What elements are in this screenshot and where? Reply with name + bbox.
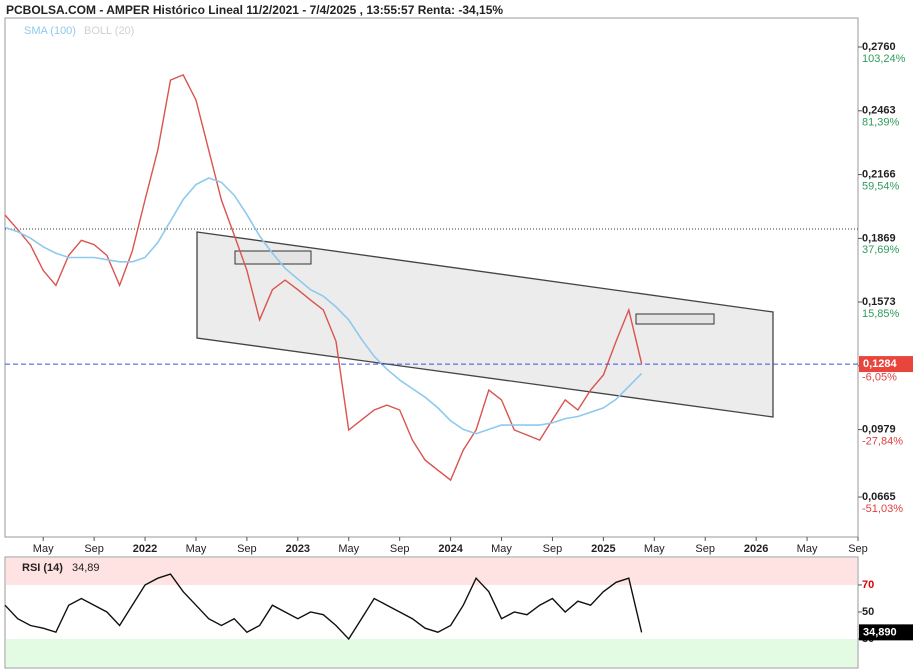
y-tick-label: 70 [862, 579, 874, 591]
chart-title: PCBOLSA.COM - AMPER Histórico Lineal 11/… [6, 3, 503, 17]
x-tick-label: 2024 [438, 543, 463, 555]
y2-tick-label: -27,84% [862, 435, 903, 447]
x-tick-label: 2026 [744, 543, 768, 555]
line-series [4, 177, 643, 435]
rsi-axis-label: 34,890 [863, 626, 897, 638]
last-price-box [859, 356, 913, 373]
y2-tick-label: 37,69% [862, 244, 900, 256]
y-tick-label: 0,2463 [862, 105, 896, 117]
box [234, 250, 312, 265]
x-tick-label: Sep [237, 543, 257, 555]
y-tick-label: 0,2760 [862, 41, 896, 53]
legend-note: BOLL (20) [84, 25, 134, 37]
x-tick-label: May [644, 543, 665, 555]
y2-tick-label: 103,24% [862, 53, 906, 65]
rsi-value: 34,89 [72, 562, 100, 574]
y-tick-label: 0,1869 [862, 232, 896, 244]
y-tick-label: 0,0979 [862, 423, 896, 435]
box [635, 313, 715, 325]
rsi-box [859, 624, 913, 641]
x-tick-label: 2025 [591, 543, 615, 555]
x-tick-label: Sep [848, 543, 868, 555]
x-tick-label: May [491, 543, 512, 555]
y-tick-label: 0,2166 [862, 169, 896, 181]
x-tick-label: May [186, 543, 207, 555]
y-tick-label: 50 [862, 606, 874, 618]
overbought-zone [6, 558, 857, 585]
y2-tick-label: -51,03% [862, 503, 903, 515]
panel-title: RSI (14) [22, 562, 63, 574]
y2-tick-label: -6,05% [862, 372, 897, 384]
x-tick-label: 2022 [133, 543, 157, 555]
x-tick-label: 2023 [286, 543, 310, 555]
line-series [4, 573, 643, 641]
x-tick-label: Sep [84, 543, 104, 555]
y2-tick-label: 59,54% [862, 180, 900, 192]
x-tick-label: Sep [543, 543, 563, 555]
last-price-label: 0,1284 [863, 358, 898, 370]
x-tick-label: May [797, 543, 818, 555]
legend-label: SMA (100) [24, 25, 76, 37]
channel [196, 231, 774, 418]
y-tick-label: 0,0665 [862, 491, 896, 503]
line-series [4, 74, 643, 482]
y-tick-label: 0,1573 [862, 296, 896, 308]
y2-tick-label: 15,85% [862, 308, 900, 320]
x-tick-label: May [338, 543, 359, 555]
x-tick-label: May [33, 543, 54, 555]
x-tick-label: Sep [390, 543, 410, 555]
x-tick-label: Sep [695, 543, 715, 555]
oversold-zone [6, 638, 857, 667]
y2-tick-label: 81,39% [862, 117, 900, 129]
